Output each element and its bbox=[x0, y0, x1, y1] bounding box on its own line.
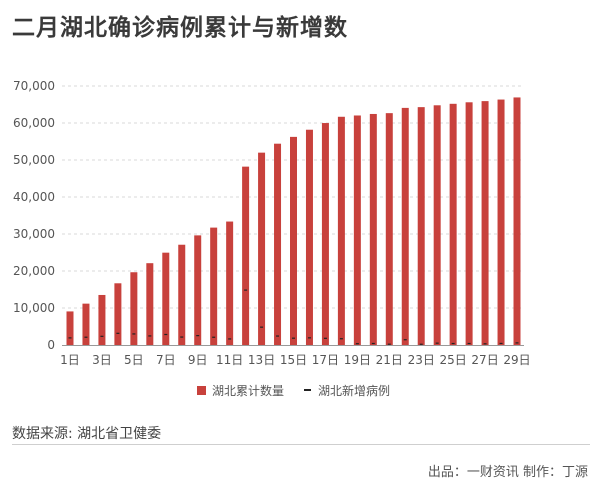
y-tick-label: 10,000 bbox=[13, 301, 55, 315]
x-tick-label: 19日 bbox=[344, 353, 371, 367]
bar bbox=[66, 311, 74, 345]
bar bbox=[258, 152, 266, 345]
y-axis-ticks: 0 10,000 20,000 30,000 40,000 50,000 60,000 70,… bbox=[13, 79, 55, 352]
bar bbox=[369, 113, 377, 345]
marker-series bbox=[68, 289, 519, 345]
legend-label-new: 湖北新增病例 bbox=[318, 383, 390, 398]
x-tick-label: 23日 bbox=[408, 353, 435, 367]
bar bbox=[242, 166, 250, 345]
legend-swatch-cumulative bbox=[197, 386, 206, 395]
bar-series bbox=[66, 97, 521, 346]
bar bbox=[401, 107, 409, 346]
x-tick-label: 17日 bbox=[312, 353, 339, 367]
x-tick-label: 15日 bbox=[280, 353, 307, 367]
y-tick-label: 70,000 bbox=[13, 79, 55, 93]
y-tick-label: 50,000 bbox=[13, 153, 55, 167]
bar bbox=[130, 272, 138, 345]
bar bbox=[321, 123, 329, 345]
x-tick-label: 25日 bbox=[440, 353, 467, 367]
legend: 湖北累计数量 湖北新增病例 bbox=[197, 383, 390, 398]
bar bbox=[385, 113, 393, 345]
bar bbox=[226, 221, 234, 345]
bar bbox=[305, 129, 313, 345]
chart-title: 二月湖北确诊病例累计与新增数 bbox=[12, 15, 348, 41]
y-tick-label: 0 bbox=[47, 338, 55, 352]
x-tick-label: 5日 bbox=[124, 353, 144, 367]
bar bbox=[114, 283, 122, 345]
bar bbox=[290, 136, 297, 345]
bar bbox=[146, 263, 154, 345]
bar bbox=[194, 235, 202, 345]
x-axis-ticks: 1日 3日 5日 7日 9日 11日 13日 15日 17日 19日 21日 23日 25日 27日 29日 bbox=[60, 353, 530, 367]
chart-area: 0 10,000 20,000 30,000 40,000 50,000 60,000 70,… bbox=[13, 79, 531, 398]
bar bbox=[481, 101, 489, 346]
bar bbox=[274, 143, 282, 345]
x-tick-label: 27日 bbox=[471, 353, 498, 367]
divider bbox=[12, 444, 590, 445]
y-tick-label: 40,000 bbox=[13, 190, 55, 204]
legend-label-cumulative: 湖北累计数量 bbox=[212, 383, 284, 398]
bar bbox=[465, 102, 473, 345]
bar bbox=[337, 116, 345, 345]
x-tick-label: 7日 bbox=[156, 353, 176, 367]
x-tick-label: 29日 bbox=[503, 353, 530, 367]
bar bbox=[82, 303, 90, 345]
bar bbox=[353, 115, 361, 346]
y-tick-label: 60,000 bbox=[13, 116, 55, 130]
bar bbox=[98, 294, 106, 345]
x-tick-label: 1日 bbox=[60, 353, 80, 367]
credit-line: 出品：一财资讯 制作：丁源 bbox=[427, 465, 588, 480]
y-tick-label: 20,000 bbox=[13, 264, 55, 278]
bar bbox=[433, 105, 441, 345]
bar bbox=[449, 103, 457, 345]
y-tick-label: 30,000 bbox=[13, 227, 55, 241]
bar bbox=[178, 244, 186, 345]
legend-swatch-new bbox=[304, 389, 311, 391]
x-tick-label: 11日 bbox=[216, 353, 243, 367]
bar bbox=[513, 97, 521, 346]
x-tick-label: 9日 bbox=[188, 353, 208, 367]
bar bbox=[162, 252, 170, 345]
data-source: 数据来源: 湖北省卫健委 bbox=[12, 426, 162, 442]
x-tick-label: 3日 bbox=[92, 353, 112, 367]
bar bbox=[417, 107, 425, 346]
bar bbox=[497, 99, 505, 345]
bar bbox=[210, 227, 218, 345]
x-tick-label: 13日 bbox=[248, 353, 275, 367]
x-tick-label: 21日 bbox=[376, 353, 403, 367]
